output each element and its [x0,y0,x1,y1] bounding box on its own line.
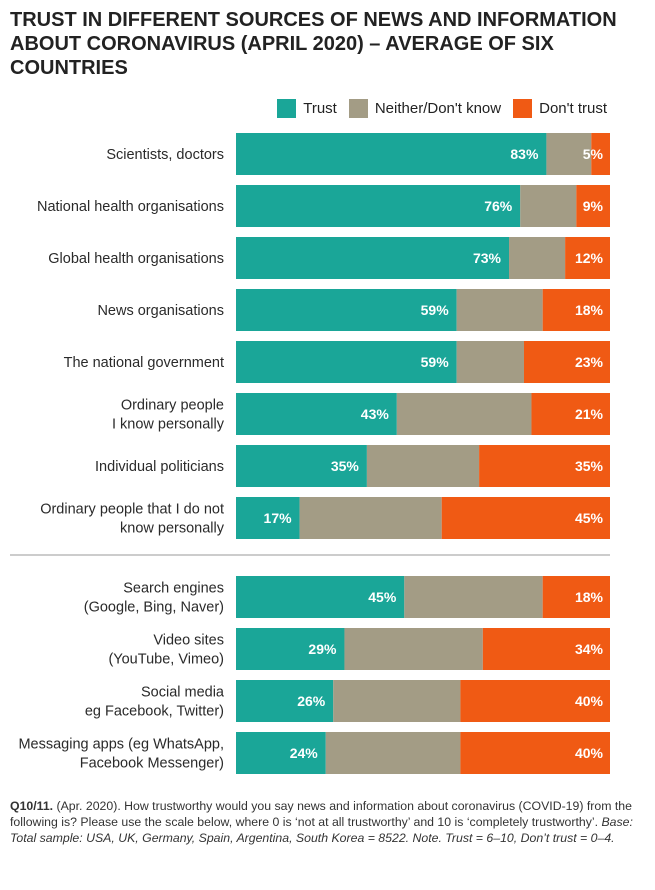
category-label-g0-r3-line-0: News organisations [97,303,224,319]
category-label-g0-r5-line-1: I know personally [112,417,225,433]
footnote: Q10/11. (Apr. 2020). How trustworthy wou… [10,798,646,846]
value-label-dont-trust-g1-r1: 34% [575,641,604,657]
bar-dont-trust-g0-r2 [565,237,610,279]
bar-dont-trust-g1-r2 [460,680,610,722]
bar-neither-g0-r5 [396,393,532,435]
footnote-question-label: Q10/11. [10,799,54,813]
value-label-trust-g1-r0: 45% [368,589,397,605]
chart-title-line-1: TRUST IN DIFFERENT SOURCES OF NEWS AND I… [10,9,617,31]
category-label-g0-r0-line-0: Scientists, doctors [106,147,224,163]
chart-legend: Trust Neither/Don't know Don't trust [265,96,607,120]
bar-neither-g0-r7 [299,497,442,539]
category-label-g1-r2-line-0: Social media [141,685,225,701]
bar-trust-g0-r1 [236,185,521,227]
legend-swatch-trust [277,98,297,118]
value-label-dont-trust-g0-r3: 18% [575,302,604,318]
bar-trust-g1-r0 [236,576,405,618]
chart-title-line-3: COUNTRIES [10,57,128,79]
bar-trust-g0-r4 [236,341,457,383]
value-label-dont-trust-g0-r1: 9% [583,198,604,214]
chart-title: TRUST IN DIFFERENT SOURCES OF NEWS AND I… [10,8,640,80]
value-label-trust-g1-r2: 26% [297,693,326,709]
value-label-trust-g0-r6: 35% [331,458,360,474]
category-label-g0-r5-line-0: Ordinary people [121,398,224,414]
bar-trust-g1-r2 [236,680,334,722]
category-label-g1-r3-line-1: Facebook Messenger) [80,756,224,772]
value-label-trust-g0-r3: 59% [421,302,450,318]
legend-swatch-neither [348,98,368,118]
bar-neither-g0-r3 [456,289,543,331]
bar-trust-g0-r7 [236,497,300,539]
bar-dont-trust-g0-r4 [523,341,610,383]
footnote-question-text: (Apr. 2020). How trustworthy would you s… [10,799,632,829]
legend-item-neither: Neither/Don't know [348,98,502,118]
bar-neither-g0-r1 [520,185,577,227]
category-label-g1-r0-line-0: Search engines [123,581,224,597]
bar-neither-g1-r2 [333,680,461,722]
value-label-trust-g0-r7: 17% [264,510,293,526]
bar-dont-trust-g0-r6 [479,445,610,487]
value-label-dont-trust-g0-r6: 35% [575,458,604,474]
value-label-dont-trust-g1-r0: 18% [575,589,604,605]
legend-label-neither: Neither/Don't know [374,99,502,117]
category-label-g1-r1-line-1: (YouTube, Vimeo) [108,652,224,668]
bar-dont-trust-g1-r0 [542,576,610,618]
value-label-trust-g0-r1: 76% [484,198,513,214]
category-label-g0-r4-line-0: The national government [64,355,224,371]
value-label-trust-g0-r4: 59% [421,354,450,370]
legend-label-trust: Trust [303,99,337,117]
bar-neither-g1-r3 [325,732,461,774]
category-label-g0-r1-line-0: National health organisations [37,199,224,215]
stacked-bar-chart: 83% 5% Scientists, doctors 76% 9% National he… [10,133,610,774]
bar-neither-g0-r6 [366,445,480,487]
category-label-g0-r2-line-0: Global health organisations [48,251,224,267]
bar-neither-g0-r2 [509,237,566,279]
bar-neither-g0-r4 [456,341,524,383]
bar-dont-trust-g1-r3 [460,732,610,774]
bar-neither-g1-r0 [404,576,543,618]
category-label-g0-r6-line-0: Individual politicians [95,459,224,475]
value-label-trust-g1-r3: 24% [290,745,319,761]
bar-trust-g0-r3 [236,289,457,331]
bar-trust-g1-r1 [236,628,345,670]
category-label-g1-r0-line-1: (Google, Bing, Naver) [84,600,224,616]
value-label-trust-g1-r1: 29% [308,641,337,657]
value-label-trust-g0-r5: 43% [361,406,390,422]
footnote-base-text: Base: Total sample: USA, UK, Germany, Sp… [10,815,633,845]
category-label-g0-r7-line-1: know personally [120,521,225,537]
category-label-g1-r2-line-1: eg Facebook, Twitter) [85,704,224,720]
bar-dont-trust-g0-r5 [531,393,610,435]
value-label-dont-trust-g0-r4: 23% [575,354,604,370]
bar-trust-g0-r2 [236,237,510,279]
value-label-trust-g0-r0: 83% [510,146,539,162]
bar-trust-g0-r5 [236,393,397,435]
bar-trust-g1-r3 [236,732,326,774]
legend-label-dont-trust: Don't trust [539,99,607,117]
category-label-g0-r7-line-0: Ordinary people that I do not [40,502,224,518]
bar-dont-trust-g0-r7 [441,497,610,539]
category-label-g1-r3-line-0: Messaging apps (eg WhatsApp, [18,737,224,753]
value-label-dont-trust-g1-r3: 40% [575,745,604,761]
bar-dont-trust-g0-r3 [542,289,610,331]
legend-swatch-dont-trust [513,98,533,118]
legend-item-trust: Trust [277,98,337,118]
bar-trust-g0-r6 [236,445,367,487]
legend-item-dont-trust: Don't trust [513,98,607,118]
bar-dont-trust-g0-r1 [576,185,610,227]
value-label-dont-trust-g1-r2: 40% [575,693,604,709]
bar-neither-g1-r1 [344,628,483,670]
bar-trust-g0-r0 [236,133,547,175]
bar-dont-trust-g0-r0 [591,133,610,175]
chart-title-line-2: ABOUT CORONAVIRUS (APRIL 2020) – AVERAGE… [10,33,554,55]
value-label-trust-g0-r2: 73% [473,250,502,266]
value-label-dont-trust-g0-r2: 12% [575,250,604,266]
value-label-dont-trust-g0-r5: 21% [575,406,604,422]
value-label-dont-trust-g0-r7: 45% [575,510,604,526]
value-label-dont-trust-g0-r0: 5% [583,146,604,162]
bar-neither-g0-r0 [546,133,592,175]
bar-dont-trust-g1-r1 [482,628,610,670]
category-label-g1-r1-line-0: Video sites [153,633,224,649]
